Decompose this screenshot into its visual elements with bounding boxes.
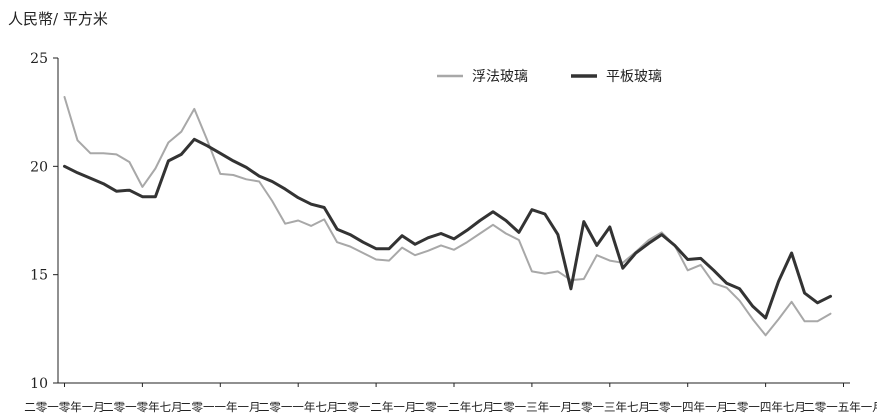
series-line-1 bbox=[63, 137, 832, 320]
x-tick-label: 二零一一年七月 bbox=[258, 400, 339, 414]
x-tick-label: 二零一零年七月 bbox=[102, 400, 183, 414]
x-tick-label: 二零一三年七月 bbox=[570, 400, 651, 414]
y-tick-label: 15 bbox=[30, 268, 48, 284]
legend-label-0: 浮法玻璃 bbox=[472, 68, 528, 85]
y-tick-label: 10 bbox=[30, 376, 48, 392]
x-tick-label: 二零一零年一月 bbox=[24, 400, 105, 414]
x-tick-label: 二零一一年一月 bbox=[180, 400, 261, 414]
y-tick-label: 20 bbox=[30, 159, 48, 175]
series-line-0 bbox=[63, 96, 832, 337]
x-tick-label: 二零一四年七月 bbox=[725, 400, 806, 414]
x-tick-label: 二零一四年一月 bbox=[647, 400, 728, 414]
y-axis-title: 人民幣/ 平方米 bbox=[8, 10, 108, 28]
legend-label-1: 平板玻璃 bbox=[606, 68, 662, 85]
x-tick-label: 二零一三年一月 bbox=[492, 400, 573, 414]
x-tick-label: 二零一五年一月 bbox=[803, 400, 877, 414]
x-tick-label: 二零一二年七月 bbox=[414, 400, 495, 414]
y-tick-label: 25 bbox=[30, 51, 48, 67]
x-tick-label: 二零一二年一月 bbox=[336, 400, 417, 414]
